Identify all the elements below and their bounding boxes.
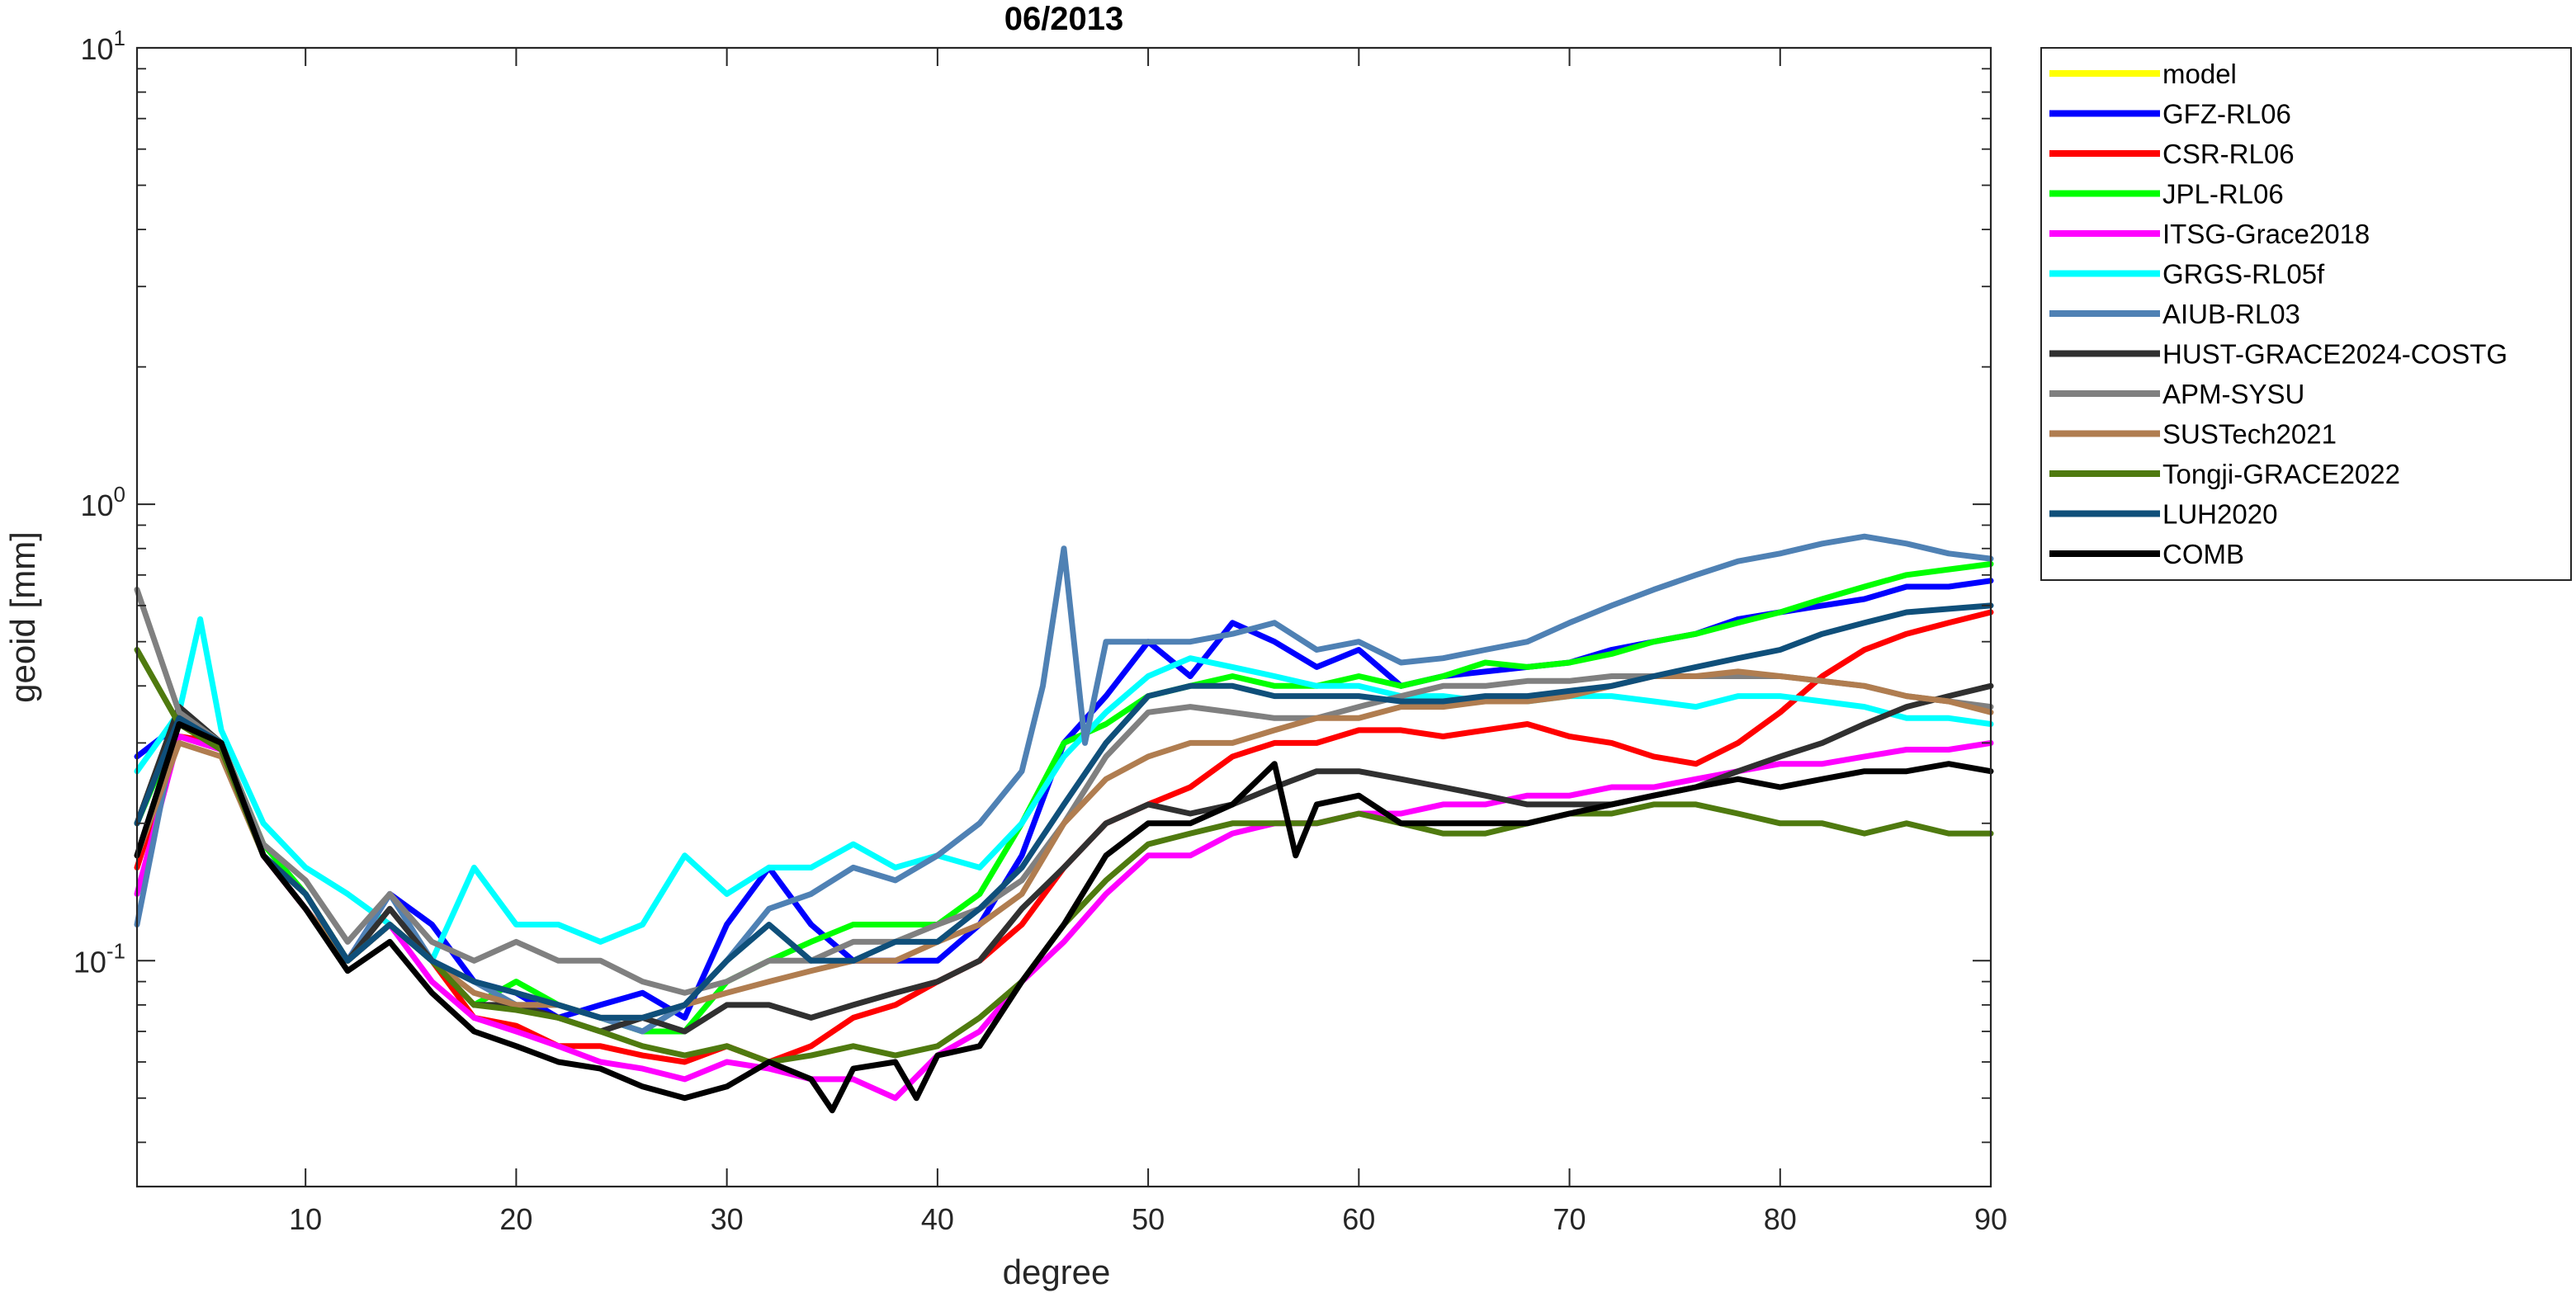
plot-background bbox=[137, 48, 1991, 1187]
legend-label-12: COMB bbox=[2162, 539, 2244, 569]
series-layer bbox=[134, 533, 1994, 1114]
y-tick-label-0: 10-1 bbox=[73, 938, 125, 979]
x-tick-label-3: 40 bbox=[921, 1202, 954, 1236]
legend-label-0: model bbox=[2162, 59, 2237, 89]
legend-label-11: LUH2020 bbox=[2162, 499, 2277, 530]
chart-title: 06/2013 bbox=[1004, 1, 1124, 37]
legend-label-10: Tongji-GRACE2022 bbox=[2162, 459, 2400, 489]
legend-label-4: ITSG-Grace2018 bbox=[2162, 219, 2370, 249]
x-tick-label-2: 30 bbox=[711, 1202, 744, 1236]
legend-label-8: APM-SYSU bbox=[2162, 379, 2304, 409]
legend-label-7: HUST-GRACE2024-COSTG bbox=[2162, 339, 2507, 370]
legend-label-6: AIUB-RL03 bbox=[2162, 299, 2300, 329]
legend-label-9: SUSTech2021 bbox=[2162, 419, 2337, 450]
series-line-4 bbox=[134, 734, 1994, 1102]
series-line-12 bbox=[134, 721, 1994, 1114]
legend-label-3: JPL-RL06 bbox=[2162, 179, 2284, 210]
x-tick-label-7: 80 bbox=[1764, 1202, 1797, 1236]
series-line-11 bbox=[134, 602, 1994, 1021]
x-tick-label-6: 70 bbox=[1553, 1202, 1586, 1236]
legend-label-1: GFZ-RL06 bbox=[2162, 99, 2291, 130]
x-tick-label-0: 10 bbox=[289, 1202, 322, 1236]
y-tick-label-1: 100 bbox=[80, 482, 125, 522]
legend-label-2: CSR-RL06 bbox=[2162, 139, 2295, 169]
x-tick-label-8: 90 bbox=[1974, 1202, 2007, 1236]
legend-label-5: GRGS-RL05f bbox=[2162, 259, 2325, 290]
x-tick-label-1: 20 bbox=[499, 1202, 532, 1236]
plot-frame bbox=[135, 46, 1992, 1188]
x-axis-label: degree bbox=[1003, 1253, 1111, 1291]
x-tick-label-4: 50 bbox=[1132, 1202, 1165, 1236]
legend: model GFZ-RL06 CSR-RL06 JPL-RL06 ITSG-Grace2… bbox=[2040, 47, 2572, 581]
y-axis-label: geoid [mm] bbox=[3, 531, 42, 703]
x-tick-label-5: 60 bbox=[1342, 1202, 1375, 1236]
y-tick-label-2: 101 bbox=[80, 26, 125, 66]
tick-layer: 10 20 30 40 50 60 70 80 90 10-1 100 101 bbox=[73, 26, 2007, 1236]
